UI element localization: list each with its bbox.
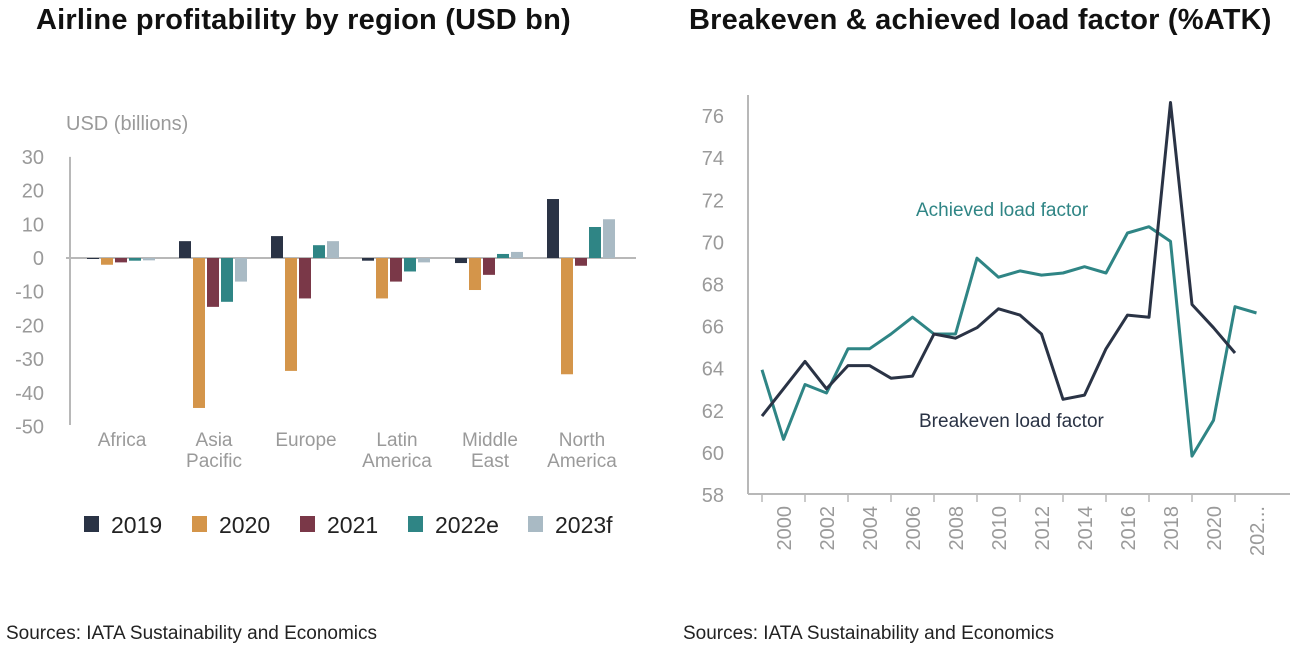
y-tick-label: 70 [702, 232, 724, 254]
bar-chart-source: Sources: IATA Sustainability and Economi… [6, 623, 378, 644]
x-tick-label: 2000 [774, 506, 796, 551]
bar-2020-2 [285, 258, 297, 371]
bar-2021-2 [299, 258, 311, 299]
bar-2019-4 [455, 258, 467, 264]
bar-2022e-5 [589, 226, 601, 258]
category-label: America [547, 451, 617, 472]
y-tick-label: 0 [33, 248, 44, 270]
line-breakeven-load-factor [760, 101, 1237, 418]
bar-2019-2 [271, 236, 283, 258]
bar-2022e-4 [497, 253, 509, 258]
bar-2023f-0 [143, 258, 155, 261]
category-label: America [362, 451, 432, 472]
bar-2022e-2 [313, 245, 325, 258]
y-tick-label: 64 [702, 359, 724, 381]
bar-2019-3 [362, 258, 374, 261]
y-tick-label: 20 [22, 181, 44, 203]
bar-2023f-5 [603, 219, 615, 258]
legend-swatch-2022e [408, 516, 423, 532]
y-tick-label: 66 [702, 317, 724, 339]
bar-2020-1 [193, 258, 205, 408]
y-tick-label: 30 [22, 147, 44, 169]
y-axis-label: USD (billions) [66, 113, 188, 135]
y-tick-label: 76 [702, 106, 724, 128]
bar-chart-title: Airline profitability by region (USD bn) [36, 4, 571, 36]
y-tick-label: 72 [702, 190, 724, 212]
bar-2023f-1 [235, 258, 247, 282]
line-achieved-load-factor [760, 225, 1257, 458]
x-tick-label: 2012 [1032, 506, 1054, 551]
legend-swatch-2023f [528, 516, 543, 532]
y-tick-label: 58 [702, 485, 724, 507]
category-label: Pacific [186, 451, 242, 472]
legend-label-2023f: 2023f [555, 512, 613, 538]
line-chart-source: Sources: IATA Sustainability and Economi… [683, 623, 1055, 644]
legend-label-2022e: 2022e [435, 512, 499, 538]
bar-2023f-4 [511, 251, 523, 258]
bar-2022e-0 [129, 258, 141, 261]
y-tick-label: -40 [15, 383, 44, 405]
bar-2021-0 [115, 258, 127, 263]
line-chart: 76 74 72 70 68 66 64 62 60 58 2000 2002 2004 2006 2008… [702, 95, 1290, 556]
bar-2021-3 [390, 258, 402, 282]
bar-2019-0 [87, 258, 99, 259]
bar-2021-1 [207, 258, 219, 307]
bar-2020-0 [101, 258, 113, 265]
category-label: Asia [196, 430, 233, 451]
y-tick-label: -20 [15, 315, 44, 337]
legend-label-2021: 2021 [327, 512, 378, 538]
x-tick-label: 2018 [1161, 506, 1183, 551]
legend-label-2019: 2019 [111, 512, 162, 538]
bar-2023f-2 [327, 241, 339, 258]
bar-2021-5 [575, 258, 587, 266]
bar-2019-5 [547, 199, 559, 258]
x-tick-label: 2010 [989, 506, 1011, 551]
x-tick-label: 2020 [1204, 506, 1226, 551]
line-chart-title: Breakeven & achieved load factor (%ATK) [689, 4, 1272, 36]
bar-2022e-1 [221, 258, 233, 302]
x-tick-label: 2014 [1075, 506, 1097, 551]
category-label: Europe [275, 430, 336, 451]
y-tick-label: -30 [15, 349, 44, 371]
category-label: East [471, 451, 510, 472]
bar-2020-3 [376, 258, 388, 299]
category-label: Middle [462, 430, 518, 451]
bar-2020-4 [469, 258, 481, 291]
bar-2022e-3 [404, 258, 416, 272]
bar-2023f-3 [418, 258, 430, 263]
bar-2020-5 [561, 258, 573, 375]
bar-2021-4 [483, 258, 495, 275]
bar-chart: USD (billions) 30 20 10 0 -10 -20 -30 -40 -50 Afri… [15, 113, 636, 538]
x-tick-label: 2008 [946, 506, 968, 551]
y-tick-label: 10 [22, 214, 44, 236]
category-label: North [559, 430, 605, 451]
legend-swatch-2021 [300, 516, 315, 532]
x-tick-label: 2002 [817, 506, 839, 551]
y-tick-label: 68 [702, 275, 724, 297]
x-tick-label: 2006 [903, 506, 925, 551]
series-annotation: Achieved load factor [916, 200, 1089, 221]
y-tick-label: 74 [702, 148, 724, 170]
y-tick-label: -10 [15, 282, 44, 304]
x-tick-label: 2004 [860, 506, 882, 551]
legend-swatch-2020 [192, 516, 207, 532]
y-tick-label: -50 [15, 417, 44, 439]
legend-swatch-2019 [84, 516, 99, 532]
legend-label-2020: 2020 [219, 512, 270, 538]
category-label: Africa [98, 430, 147, 451]
x-tick-label: 2016 [1118, 506, 1140, 551]
y-tick-label: 60 [702, 443, 724, 465]
bar-2019-1 [179, 241, 191, 258]
y-tick-label: 62 [702, 401, 724, 423]
series-annotation: Breakeven load factor [919, 411, 1105, 432]
x-tick-label: 202... [1247, 506, 1269, 556]
category-label: Latin [376, 430, 417, 451]
